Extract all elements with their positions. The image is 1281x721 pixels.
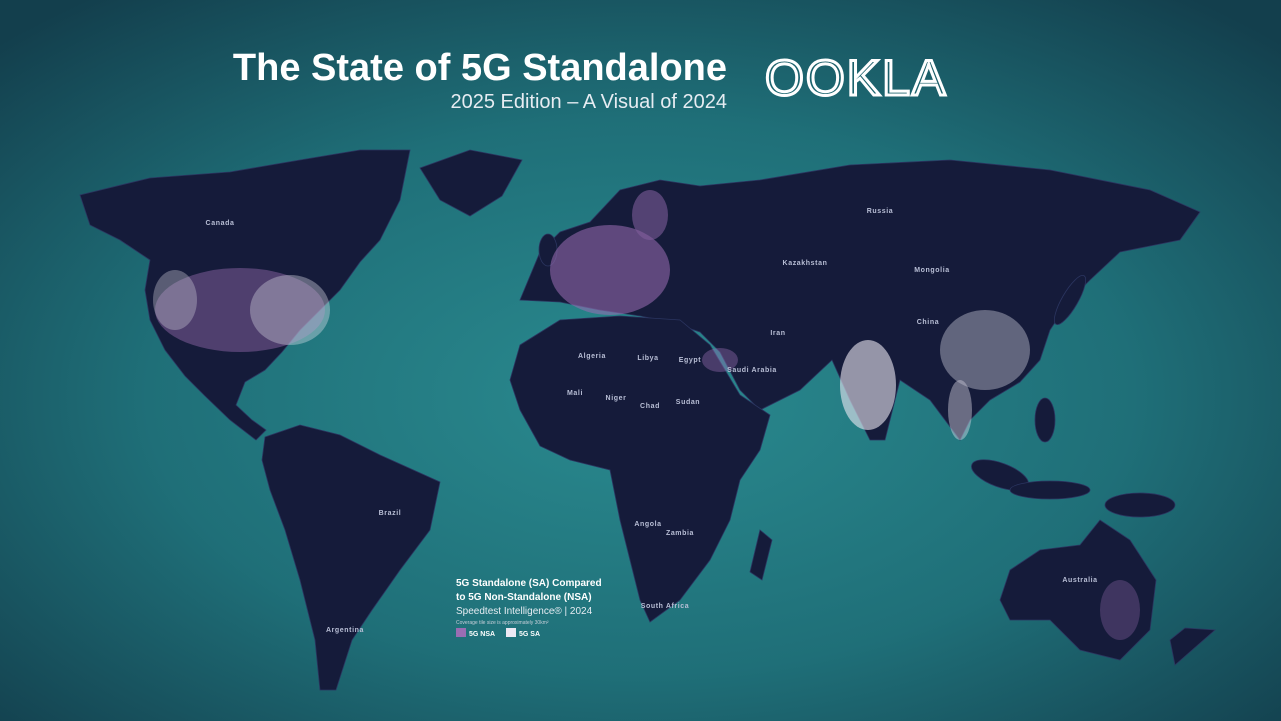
coverage xyxy=(153,190,1140,640)
country-label: Sudan xyxy=(676,399,700,406)
country-label: Libya xyxy=(637,355,658,362)
logo: OOKLA xyxy=(765,50,947,106)
country-label: Australia xyxy=(1062,577,1097,584)
country-label: South Africa xyxy=(641,603,690,610)
country-label: Angola xyxy=(634,521,661,528)
legend-source: Speedtest Intelligence® | 2024 xyxy=(456,606,593,617)
country-label: Zambia xyxy=(666,530,694,537)
title: The State of 5G Standalone xyxy=(233,47,727,89)
country-label: Chad xyxy=(640,403,660,410)
country-label: Mongolia xyxy=(914,267,950,274)
legend-note: Coverage tile size is approximately 30km… xyxy=(456,620,549,626)
land xyxy=(79,149,1216,691)
legend-swatch xyxy=(506,628,516,637)
country-label: Brazil xyxy=(379,510,402,517)
country-label: Niger xyxy=(606,395,627,402)
legend-title: 5G Standalone (SA) Compared xyxy=(456,578,602,589)
country-labels: Canada Russia Kazakhstan Mongolia China … xyxy=(206,208,1098,634)
country-label: Russia xyxy=(867,208,894,215)
subtitle: 2025 Edition – A Visual of 2024 xyxy=(450,91,727,113)
legend-title: to 5G Non-Standalone (NSA) xyxy=(456,592,592,603)
legend-label: 5G NSA xyxy=(469,631,495,638)
country-label: Argentina xyxy=(326,627,364,634)
legend-swatch xyxy=(456,628,466,637)
country-label: Saudi Arabia xyxy=(727,367,777,374)
country-label: Egypt xyxy=(679,357,702,364)
country-label: Mali xyxy=(567,390,583,397)
legend: 5G Standalone (SA) Compared to 5G Non-St… xyxy=(456,578,602,638)
country-label: China xyxy=(917,319,939,326)
country-label: Canada xyxy=(206,220,235,227)
country-label: Iran xyxy=(770,330,785,337)
country-label: Algeria xyxy=(578,353,606,360)
country-label: Kazakhstan xyxy=(783,260,828,267)
legend-label: 5G SA xyxy=(519,631,540,638)
